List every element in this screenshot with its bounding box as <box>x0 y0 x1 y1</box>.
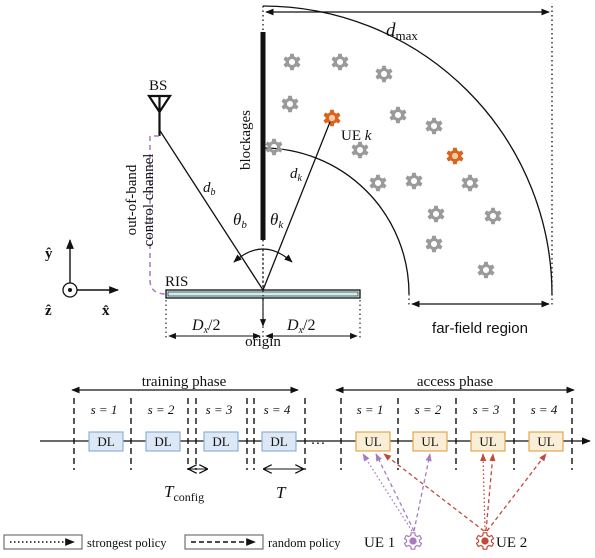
bs-antenna-icon <box>146 94 173 136</box>
far-field-label: far-field region <box>432 320 528 337</box>
bs-label: BS <box>149 78 167 94</box>
ue2-random-arrow <box>485 453 496 532</box>
legend: strongest policy random policy <box>3 534 341 550</box>
timeline: training phase access phase ··· DL s = 1… <box>40 374 591 551</box>
slot-index-label: s = 2 <box>415 402 442 417</box>
top-diagram: dmax far-field region blockages <box>45 5 553 350</box>
access-phase-label: access phase <box>417 374 494 390</box>
ue1-random-arrow <box>375 453 415 532</box>
ul-block-label: UL <box>537 434 554 449</box>
axis-z-label: ẑ <box>45 303 52 319</box>
theta-k-label: θk <box>270 210 284 231</box>
outer-arc <box>262 5 553 296</box>
ue-k-label: UE k <box>341 128 372 144</box>
inner-arc <box>262 147 410 295</box>
training-slot: DL s = 1 <box>73 398 124 470</box>
training-slots: DL s = 1 DL s = 2 DL s = 3 DL <box>73 398 306 470</box>
ul-block <box>412 431 448 452</box>
training-phase-label: training phase <box>142 374 227 390</box>
axis-y-label: ŷ <box>45 246 53 262</box>
ellipsis-label: ··· <box>311 436 326 452</box>
access-slots: UL s = 1 UL s = 2 UL s = 3 UL s = 4 <box>340 398 573 470</box>
dl-block-label: DL <box>97 434 114 449</box>
training-slot: DL s = 4 <box>246 398 306 470</box>
oob-label: out-of-bandcontrol channel <box>124 154 157 247</box>
slot-index-label: s = 3 <box>206 402 233 417</box>
access-slot: UL s = 1 <box>340 398 391 470</box>
ue1-icon <box>403 532 423 550</box>
ul-block-label: UL <box>421 434 438 449</box>
dl-block-label: DL <box>212 434 229 449</box>
ue2-icon <box>475 532 495 550</box>
ue2-strongest-arrow <box>480 453 487 532</box>
access-slot: UL s = 3 <box>455 398 506 470</box>
ul-block-label: UL <box>479 434 496 449</box>
slot-index-label: s = 4 <box>531 402 558 417</box>
bs-ris-link <box>158 129 264 291</box>
slot-index-label: s = 2 <box>148 402 175 417</box>
legend-strongest-label: strongest policy <box>87 536 167 550</box>
axis-x-label: x̂ <box>102 303 110 319</box>
ul-block <box>470 431 506 452</box>
dl-block-label: DL <box>270 434 287 449</box>
training-slot: DL s = 2 <box>130 398 181 470</box>
training-slot: DL s = 3 <box>187 398 239 470</box>
access-slot: UL s = 4 <box>513 398 573 470</box>
ris-ue-link <box>262 121 331 291</box>
d-k-label: dk <box>290 166 303 184</box>
t-config-label: Tconfig <box>164 482 204 504</box>
ue2-random-arrow <box>486 453 547 532</box>
dx-left-label: Dx/2 <box>191 317 220 336</box>
dl-block <box>88 431 124 452</box>
ue1-label: UE 1 <box>364 535 395 551</box>
slot-index-label: s = 1 <box>91 402 118 417</box>
ue2-random-arrow <box>383 453 485 532</box>
ris-label: RIS <box>165 274 188 290</box>
ue1-random-arrow <box>413 453 432 532</box>
dmax-label: dmax <box>386 20 418 43</box>
ul-block <box>355 431 391 452</box>
access-slot: UL s = 2 <box>397 398 448 470</box>
oob-control-link <box>149 135 167 295</box>
ue-k-icon <box>323 109 341 127</box>
dl-block <box>145 431 181 452</box>
ue-highlight-icon <box>446 147 464 165</box>
slot-index-label: s = 1 <box>357 402 384 417</box>
theta-b-label: θb <box>233 210 247 231</box>
ue1-strongest-arrow <box>362 453 413 532</box>
dl-block-label: DL <box>154 434 171 449</box>
ul-block <box>528 431 564 452</box>
ul-block-label: UL <box>364 434 381 449</box>
ue2-label: UE 2 <box>496 535 527 551</box>
d-b-label: db <box>203 180 216 198</box>
scatterer-icons <box>265 53 502 279</box>
dx-right-label: Dx/2 <box>286 317 315 336</box>
t-slot-label: T <box>276 483 287 502</box>
angle-arc <box>233 248 293 263</box>
blockages-label: blockages <box>238 110 254 170</box>
axes-icon <box>62 239 119 298</box>
legend-random-label: random policy <box>268 536 341 550</box>
slot-index-label: s = 3 <box>473 402 500 417</box>
dl-block <box>203 431 239 452</box>
ris-panel <box>165 289 361 299</box>
slot-index-label: s = 4 <box>264 402 291 417</box>
dl-block <box>261 431 297 452</box>
